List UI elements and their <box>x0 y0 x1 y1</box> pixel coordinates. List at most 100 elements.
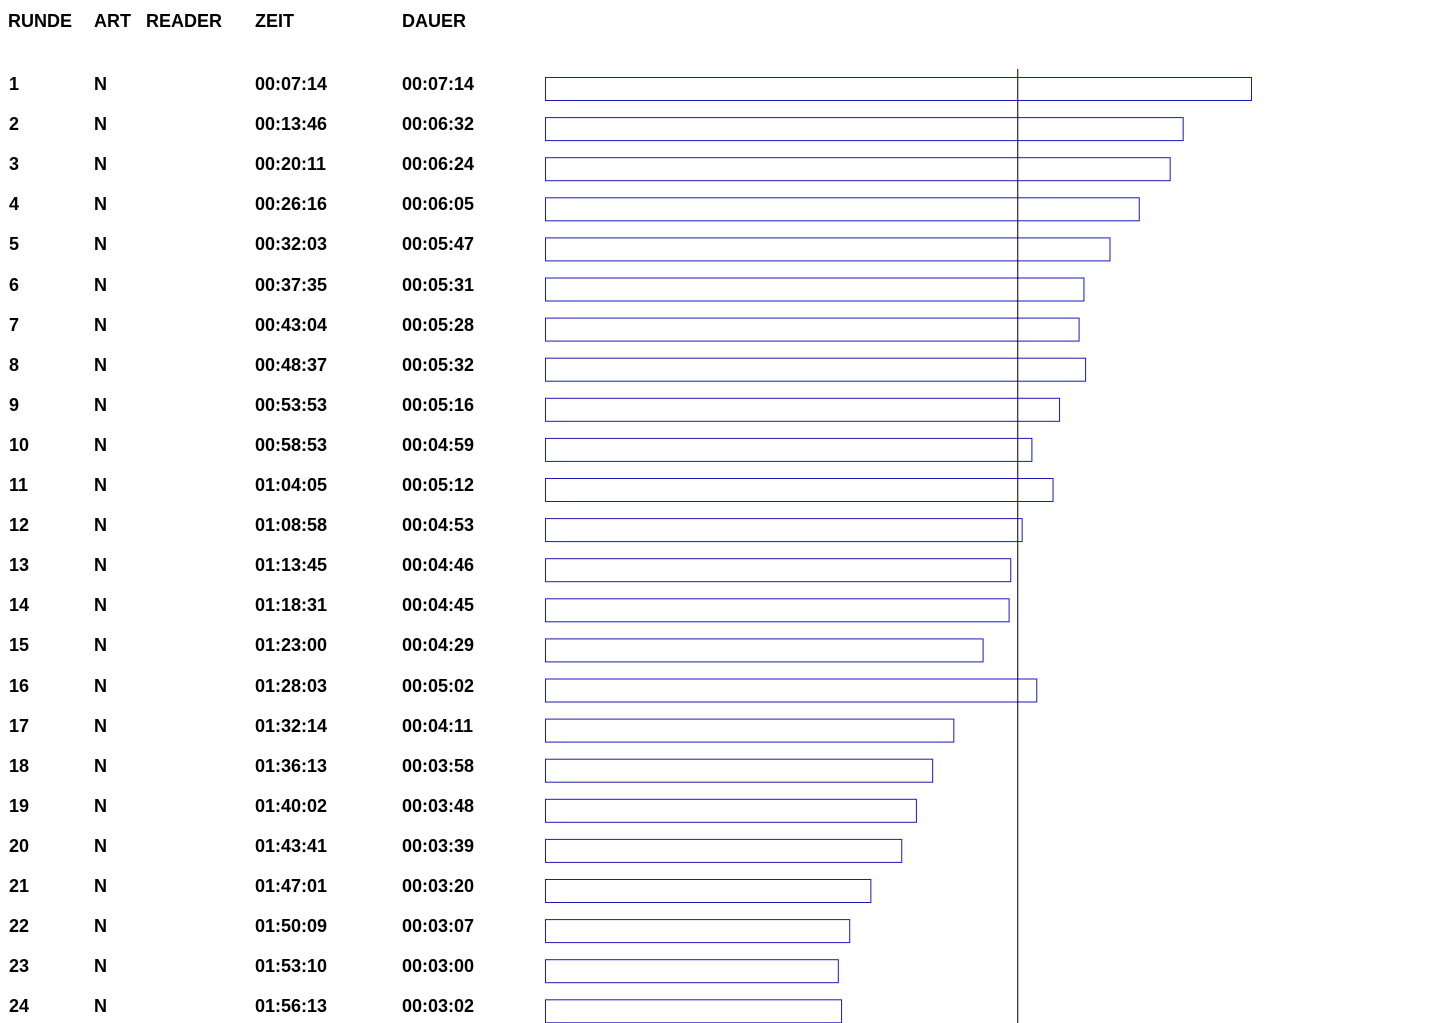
cell-runde: 15 <box>9 635 30 656</box>
cell-zeit: 00:20:11 <box>255 154 327 175</box>
bar-lap-18 <box>545 758 934 783</box>
cell-dauer: 00:05:47 <box>402 234 475 255</box>
cell-runde: 23 <box>9 956 30 977</box>
cell-dauer: 00:06:05 <box>402 194 475 215</box>
cell-art: N <box>94 795 107 816</box>
bar-lap-4 <box>545 197 1140 222</box>
cell-runde: 11 <box>9 475 29 495</box>
cell-dauer: 00:04:11 <box>402 715 474 736</box>
cell-runde: 4 <box>9 194 20 215</box>
cell-zeit: 01:53:10 <box>255 956 328 977</box>
bar-lap-13 <box>545 558 1012 583</box>
cell-dauer: 00:03:00 <box>402 956 475 977</box>
bar-lap-16 <box>545 678 1038 703</box>
bar-lap-7 <box>545 317 1080 342</box>
cell-runde: 19 <box>9 795 30 816</box>
header-reader: READER <box>146 11 223 31</box>
cell-dauer: 00:05:28 <box>402 314 475 335</box>
cell-art: N <box>94 354 107 375</box>
cell-art: N <box>94 956 107 977</box>
cell-dauer: 00:05:31 <box>402 274 475 295</box>
cell-art: N <box>94 835 107 856</box>
cell-art: N <box>94 74 107 94</box>
cell-dauer: 00:05:16 <box>402 394 475 415</box>
cell-zeit: 00:32:03 <box>255 234 328 255</box>
cell-art: N <box>94 876 107 896</box>
bar-lap-1 <box>545 77 1252 101</box>
cell-zeit: 00:48:37 <box>255 354 328 375</box>
bar-lap-24 <box>545 999 843 1023</box>
bar-lap-5 <box>545 237 1111 262</box>
cell-zeit: 00:37:35 <box>255 274 328 295</box>
cell-dauer: 00:04:53 <box>402 515 475 536</box>
cell-dauer: 00:05:02 <box>402 675 475 696</box>
cell-zeit: 01:18:31 <box>255 595 328 616</box>
cell-runde: 8 <box>9 354 20 375</box>
cell-zeit: 00:26:16 <box>255 194 328 215</box>
cell-dauer: 00:06:32 <box>402 114 475 135</box>
cell-dauer: 00:03:48 <box>402 795 475 816</box>
cell-runde: 9 <box>9 394 20 415</box>
cell-zeit: 01:47:01 <box>255 876 328 896</box>
cell-art: N <box>94 234 107 255</box>
cell-zeit: 01:04:05 <box>255 475 328 495</box>
cell-dauer: 00:03:02 <box>402 996 475 1017</box>
cell-runde: 16 <box>9 675 30 696</box>
cell-zeit: 01:28:03 <box>255 675 328 696</box>
cell-art: N <box>94 274 107 295</box>
cell-runde: 6 <box>9 274 20 295</box>
bar-lap-9 <box>545 397 1061 422</box>
cell-dauer: 00:07:14 <box>402 74 475 94</box>
cell-runde: 14 <box>9 595 30 616</box>
cell-art: N <box>94 114 107 135</box>
cell-dauer: 00:05:32 <box>402 354 475 375</box>
cell-runde: 7 <box>9 314 20 335</box>
cell-dauer: 00:04:45 <box>402 595 475 616</box>
cell-runde: 21 <box>9 876 30 896</box>
cell-art: N <box>94 635 107 656</box>
cell-zeit: 01:40:02 <box>255 795 328 816</box>
cell-art: N <box>94 755 107 776</box>
cell-runde: 22 <box>9 916 30 937</box>
cell-dauer: 00:06:24 <box>402 154 475 175</box>
cell-art: N <box>94 475 107 495</box>
bar-lap-21 <box>545 879 872 903</box>
bar-lap-22 <box>545 919 851 944</box>
cell-zeit: 01:56:13 <box>255 996 328 1017</box>
bar-lap-10 <box>545 437 1033 462</box>
cell-zeit: 01:43:41 <box>255 835 328 856</box>
header-runde: RUNDE <box>8 11 73 31</box>
cell-dauer: 00:05:12 <box>402 475 475 495</box>
bar-lap-2 <box>545 117 1184 142</box>
cell-runde: 24 <box>9 996 30 1017</box>
bar-lap-3 <box>545 157 1171 182</box>
cell-zeit: 01:32:14 <box>255 715 328 736</box>
bar-lap-15 <box>545 638 984 663</box>
cell-art: N <box>94 996 107 1017</box>
cell-art: N <box>94 434 107 455</box>
bar-lap-19 <box>545 798 917 823</box>
bar-lap-12 <box>545 518 1023 543</box>
cell-zeit: 01:50:09 <box>255 916 328 937</box>
cell-runde: 12 <box>9 515 30 536</box>
cell-zeit: 01:08:58 <box>255 515 328 536</box>
cell-art: N <box>94 715 107 736</box>
cell-zeit: 01:23:00 <box>255 635 328 656</box>
header-dauer: DAUER <box>402 11 467 31</box>
cell-zeit: 00:43:04 <box>255 314 328 335</box>
cell-dauer: 00:03:20 <box>402 876 475 896</box>
cell-runde: 2 <box>9 114 20 135</box>
cell-runde: 20 <box>9 835 30 856</box>
cell-dauer: 00:03:58 <box>402 755 475 776</box>
cell-runde: 13 <box>9 555 30 576</box>
cell-art: N <box>94 515 107 536</box>
bar-lap-8 <box>545 357 1087 382</box>
cell-art: N <box>94 595 107 616</box>
cell-zeit: 00:53:53 <box>255 394 328 415</box>
cell-runde: 17 <box>9 715 30 736</box>
cell-runde: 3 <box>9 154 20 175</box>
bar-lap-23 <box>545 959 839 984</box>
cell-runde: 5 <box>9 234 20 255</box>
cell-art: N <box>94 916 107 937</box>
cell-dauer: 00:03:07 <box>402 916 475 937</box>
